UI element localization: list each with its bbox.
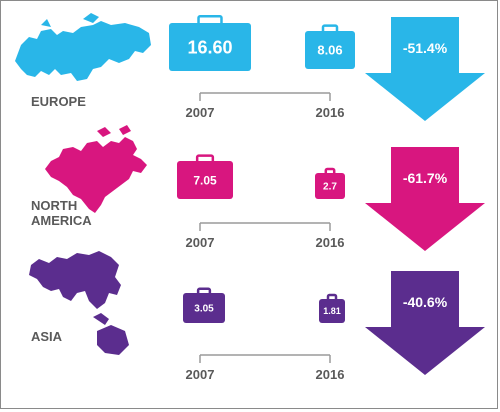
value-2007: 3.05 [194,304,214,315]
year-label-2016: 2016 [316,235,345,250]
value-2016: 2.7 [323,182,337,193]
value-2007: 7.05 [193,173,217,187]
suitcase-body [169,23,251,71]
value-2016: 1.81 [323,306,341,316]
year-label-2016: 2016 [316,367,345,382]
year-label-2007: 2007 [186,235,215,250]
region-asia: ASIA 2007 2016 3.05 1.81 -40.6% [29,251,485,382]
suitcase-body [177,161,233,199]
change-arrow [365,271,485,375]
year-label-2016: 2016 [316,105,345,120]
region-label: AMERICA [31,213,92,228]
year-label-2007: 2007 [186,105,215,120]
change-arrow [365,17,485,121]
change-percent: -40.6% [403,294,448,310]
change-percent: -51.4% [403,40,448,56]
suitcase-body [305,31,355,69]
region-label: ASIA [31,329,63,344]
value-2016: 8.06 [317,43,342,58]
value-2007: 16.60 [187,37,232,57]
change-percent: -61.7% [403,170,448,186]
suitcase-body [183,293,225,323]
region-label: NORTH [31,198,77,213]
change-arrow [365,147,485,251]
region-europe: EUROPE 2007 2016 16.60 8.06 -51.4% [15,13,485,121]
region-map-0 [15,13,151,81]
region-map-1 [45,125,147,213]
year-label-2007: 2007 [186,367,215,382]
region-label: EUROPE [31,94,86,109]
region-map-2 [29,251,129,355]
suitcase-body [319,299,345,323]
suitcase-body [315,173,345,199]
